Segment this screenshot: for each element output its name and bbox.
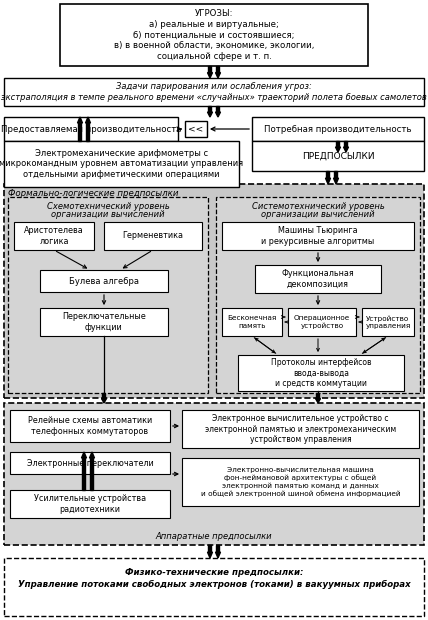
Text: организации вычислений: организации вычислений (51, 210, 165, 219)
Text: Электронно-вычислительная машина
фон-неймановой архитектуры с общей
электронной : Электронно-вычислительная машина фон-ней… (201, 467, 400, 497)
Bar (217, 106, 220, 112)
Bar (238, 355, 404, 391)
Polygon shape (315, 399, 321, 403)
Bar (208, 66, 211, 73)
Text: Аппаратные предпосылки: Аппаратные предпосылки (156, 532, 272, 541)
Bar (362, 308, 414, 336)
Bar (10, 490, 170, 518)
Bar (345, 141, 348, 147)
Polygon shape (208, 112, 212, 117)
Polygon shape (216, 552, 220, 558)
Bar (288, 308, 356, 336)
Text: Предоставляемая производительность: Предоставляемая производительность (1, 125, 181, 133)
Bar (4, 403, 424, 545)
Text: Релейные схемы автоматики
телефонных коммутаторов: Релейные схемы автоматики телефонных ком… (28, 416, 152, 436)
Bar (4, 141, 239, 187)
Text: Протоколы интерфейсов
ввода-вывода
и средств коммутации: Протоколы интерфейсов ввода-вывода и сре… (271, 358, 371, 388)
Polygon shape (216, 112, 220, 117)
Text: Булева алгебра: Булева алгебра (69, 277, 139, 285)
Polygon shape (336, 147, 341, 152)
Polygon shape (326, 178, 330, 184)
Text: Функциональная
декомпозиция: Функциональная декомпозиция (282, 269, 354, 289)
Text: Электронные переключатели: Электронные переключатели (27, 459, 153, 467)
Text: Потребная производительность: Потребная производительность (264, 125, 412, 133)
Polygon shape (208, 552, 212, 558)
Text: Машины Тьюринга
и рекурсивные алгоритмы: Машины Тьюринга и рекурсивные алгоритмы (262, 226, 374, 246)
Bar (10, 452, 170, 474)
Text: Задачи парирования или ослабления угроз:
экстраполяция в темпе реального времени: Задачи парирования или ослабления угроз:… (1, 82, 427, 102)
Text: Схемотехнический уровень: Схемотехнический уровень (47, 202, 169, 211)
Text: Формально-логические предпосылки: Формально-логические предпосылки (8, 189, 178, 198)
Bar (78, 123, 81, 141)
Text: Электронное вычислительное устройство с
электронной памятью и электромеханически: Электронное вычислительное устройство с … (205, 414, 396, 445)
Bar (60, 4, 368, 66)
Polygon shape (101, 399, 107, 403)
Bar (10, 410, 170, 442)
Bar (255, 265, 381, 293)
Text: Переключательные
функции: Переключательные функции (62, 312, 146, 332)
Text: Устройство
управления: Устройство управления (366, 315, 410, 329)
Bar (182, 410, 419, 448)
Text: Системотехнический уровень: Системотехнический уровень (252, 202, 384, 211)
Bar (335, 171, 338, 178)
Bar (4, 184, 424, 398)
Bar (252, 117, 424, 141)
Polygon shape (216, 73, 220, 78)
Bar (102, 393, 105, 399)
Bar (222, 308, 282, 336)
Polygon shape (77, 117, 83, 123)
Text: Герменевтика: Герменевтика (122, 231, 184, 241)
Text: УГРОЗЫ:
а) реальные и виртуальные;
б) потенциальные и состоявшиеся;
в) в военной: УГРОЗЫ: а) реальные и виртуальные; б) по… (114, 9, 314, 61)
Bar (327, 171, 330, 178)
Polygon shape (89, 452, 95, 458)
Bar (83, 458, 86, 490)
Bar (217, 545, 220, 552)
Bar (14, 222, 94, 250)
Polygon shape (208, 73, 212, 78)
Text: Физико-технические предпосылки:
Управление потоками свободных электронов (токами: Физико-технические предпосылки: Управлен… (18, 568, 410, 589)
Bar (222, 222, 414, 250)
Bar (104, 222, 202, 250)
Text: организации вычислений: организации вычислений (261, 210, 375, 219)
Bar (8, 197, 208, 393)
Text: Аристотелева
логика: Аристотелева логика (24, 226, 84, 246)
Polygon shape (81, 452, 86, 458)
Bar (4, 78, 424, 106)
Bar (40, 270, 168, 292)
Bar (208, 106, 211, 112)
Bar (185, 121, 207, 137)
Bar (336, 141, 339, 147)
Bar (86, 123, 89, 141)
Bar (216, 197, 420, 393)
Text: Операционное
устройство: Операционное устройство (294, 315, 350, 329)
Text: ПРЕДПОСЫЛКИ: ПРЕДПОСЫЛКИ (302, 151, 374, 161)
Bar (316, 393, 319, 399)
Text: Электромеханические арифмометры с
микрокомандным уровнем автоматизации управлени: Электромеханические арифмометры с микрок… (0, 149, 244, 179)
Polygon shape (86, 117, 90, 123)
Text: <<: << (188, 125, 204, 133)
Bar (40, 308, 168, 336)
Bar (4, 117, 178, 141)
Polygon shape (344, 147, 348, 152)
Bar (217, 66, 220, 73)
Bar (208, 545, 211, 552)
Text: Бесконечная
память: Бесконечная память (227, 316, 276, 329)
Bar (4, 558, 424, 616)
Bar (252, 141, 424, 171)
Text: Усилительные устройства
радиотехники: Усилительные устройства радиотехники (34, 494, 146, 514)
Bar (182, 458, 419, 506)
Bar (90, 458, 93, 490)
Polygon shape (333, 178, 339, 184)
